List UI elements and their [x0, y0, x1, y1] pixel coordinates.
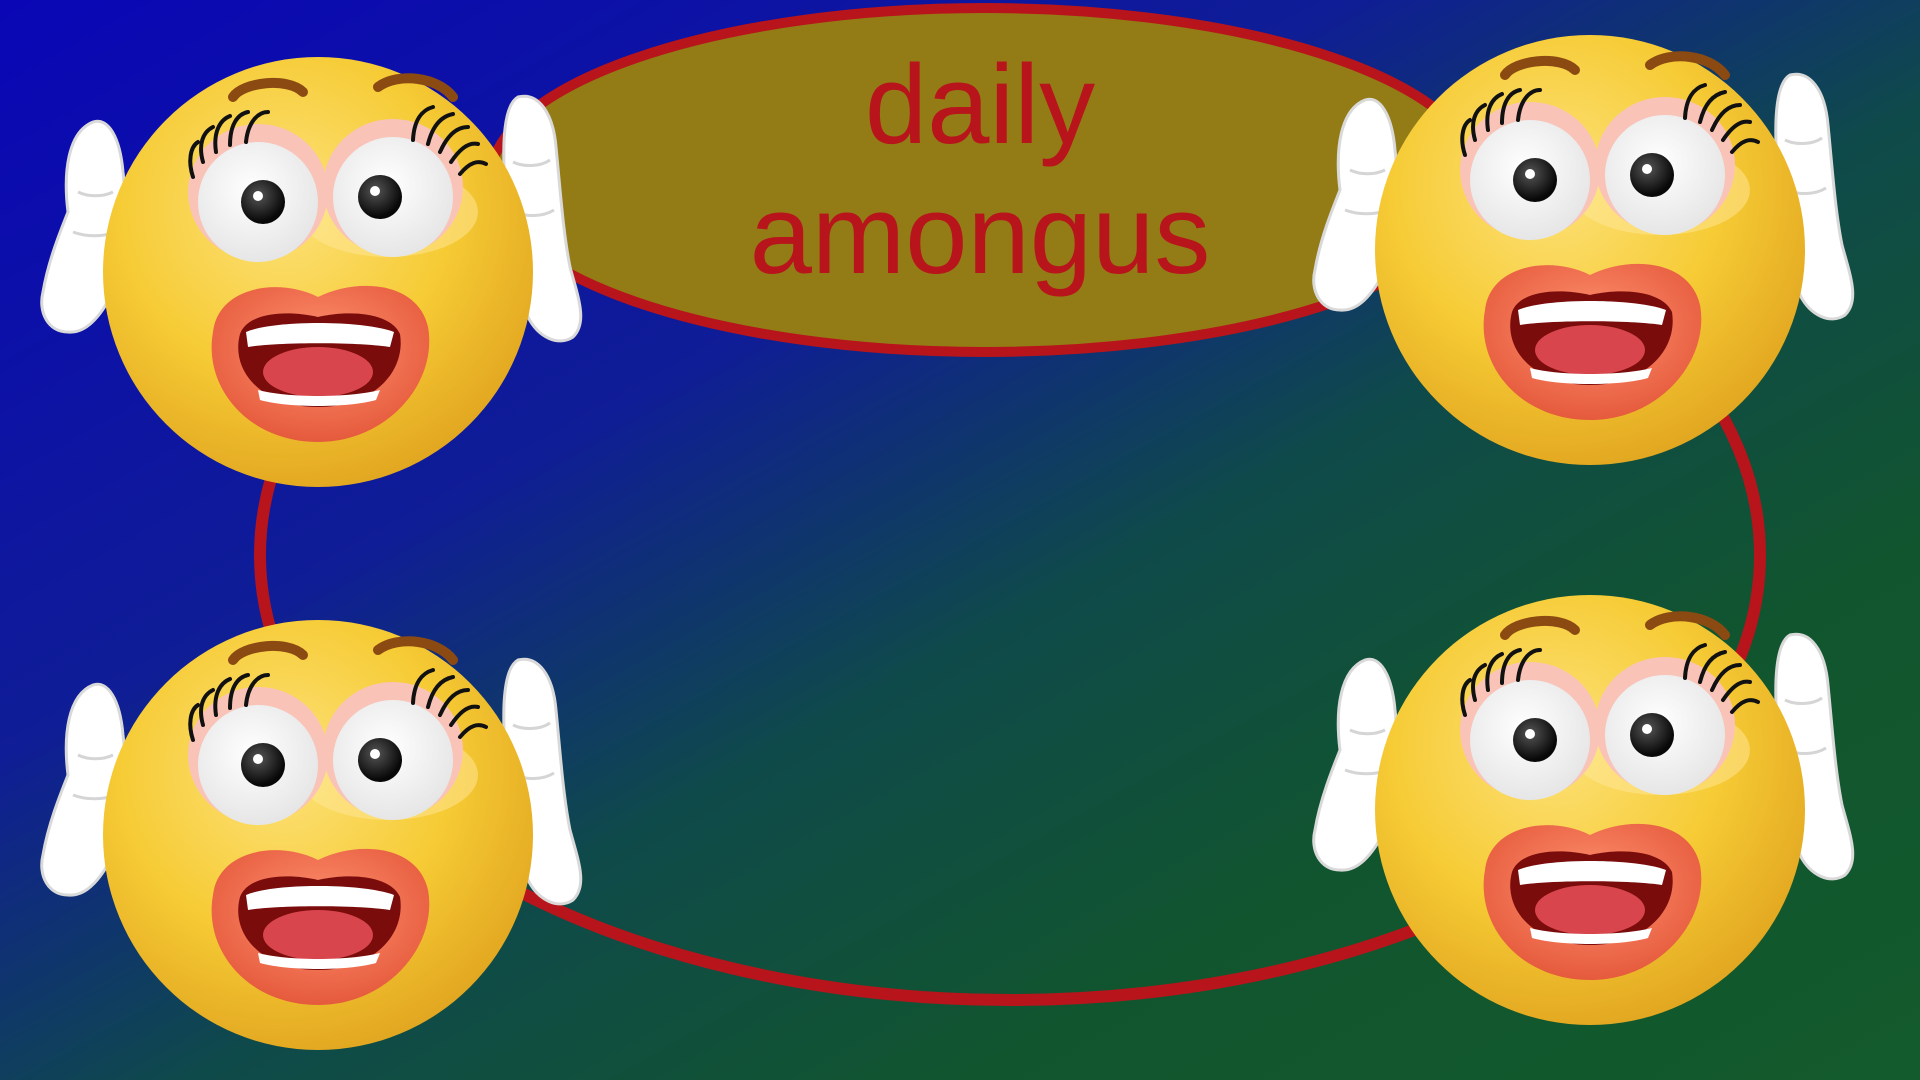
title-line-2: amongus	[749, 172, 1211, 297]
title-line-1: daily	[864, 42, 1096, 167]
page-title: daily amongus	[680, 40, 1280, 300]
